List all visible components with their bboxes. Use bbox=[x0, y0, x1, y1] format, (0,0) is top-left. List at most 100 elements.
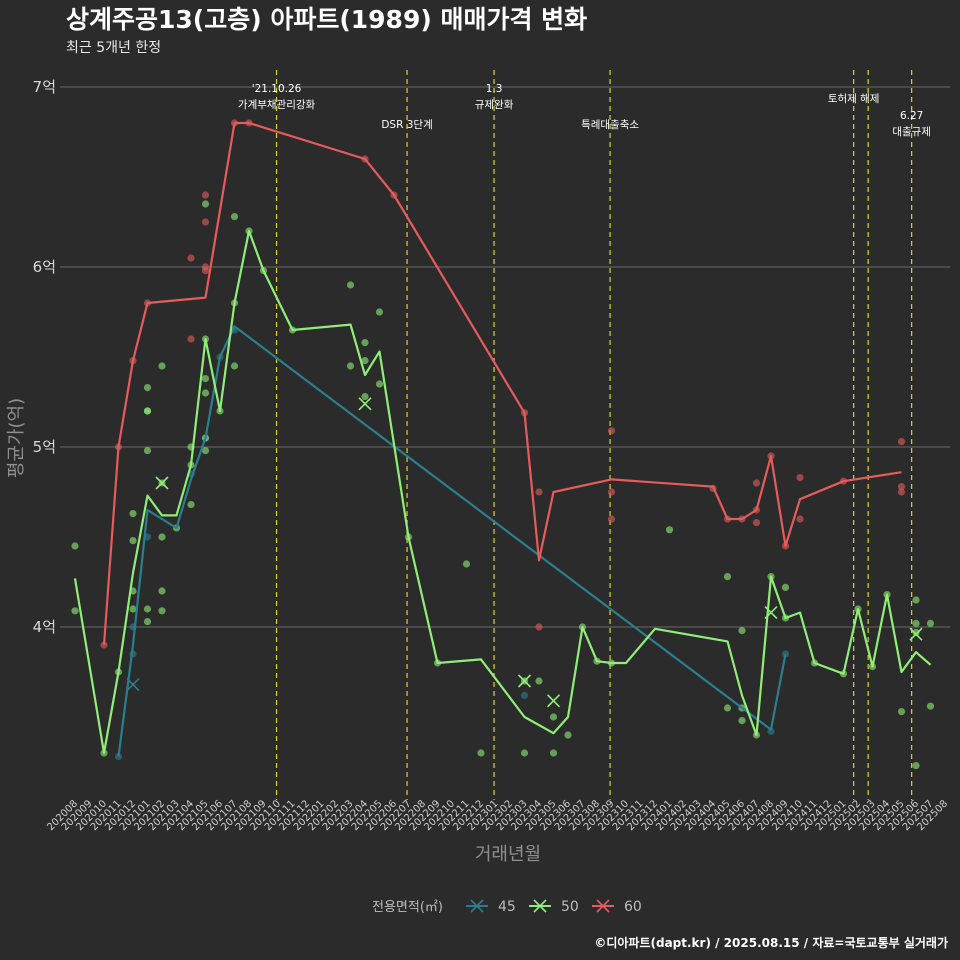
series-line-50 bbox=[73, 229, 932, 755]
legend: 전용면적(㎡) 45 50 60 bbox=[372, 899, 642, 915]
data-point bbox=[549, 713, 558, 721]
data-point bbox=[535, 488, 543, 496]
series-crosses-50 bbox=[155, 397, 923, 708]
data-point bbox=[143, 618, 152, 626]
y-tick-label: 5억 bbox=[33, 438, 56, 456]
data-point bbox=[520, 749, 529, 757]
cross-marker bbox=[517, 674, 532, 688]
data-point bbox=[361, 357, 369, 365]
event-annotation: 가계부채관리강화 bbox=[238, 99, 316, 111]
event-annotation: 대출규제 bbox=[892, 126, 931, 138]
event-annotation: 6.27 bbox=[900, 110, 923, 122]
data-point bbox=[143, 447, 152, 455]
data-point bbox=[665, 526, 674, 534]
legend-item-50: 50 bbox=[529, 899, 579, 915]
series-60 bbox=[100, 119, 906, 649]
series-crosses-45 bbox=[126, 678, 140, 692]
cross-marker bbox=[126, 678, 140, 692]
legend-item-60: 60 bbox=[592, 899, 642, 915]
event-annotation: DSR 3단계 bbox=[381, 119, 432, 131]
data-point bbox=[201, 200, 210, 208]
data-point bbox=[549, 749, 558, 757]
data-point bbox=[201, 267, 210, 275]
legend-item-45: 45 bbox=[466, 899, 516, 915]
series-line-60 bbox=[102, 121, 902, 646]
legend-label: 60 bbox=[624, 899, 642, 915]
y-axis-label: 평균가(억) bbox=[6, 398, 27, 478]
data-point bbox=[158, 362, 166, 370]
data-point bbox=[129, 605, 137, 613]
data-point bbox=[129, 537, 137, 545]
data-point bbox=[361, 339, 369, 347]
data-point bbox=[535, 677, 543, 685]
data-point bbox=[158, 607, 166, 615]
chart-caption: ©디아파트(dapt.kr) / 2025.08.15 / 자료=국토교통부 실… bbox=[594, 935, 948, 950]
data-point bbox=[897, 483, 906, 491]
data-point bbox=[912, 628, 920, 637]
data-point bbox=[201, 447, 210, 455]
data-point bbox=[158, 587, 166, 595]
cross-marker bbox=[155, 476, 169, 490]
series-line bbox=[102, 121, 902, 646]
data-point bbox=[926, 702, 935, 710]
data-point bbox=[129, 509, 137, 518]
chart-title: 상계주공13(고층) 아파트(1989) 매매가격 변화 bbox=[66, 5, 587, 34]
legend-key-cross bbox=[596, 899, 610, 913]
legend-key-cross bbox=[533, 899, 547, 913]
y-tick-label: 7억 bbox=[33, 78, 56, 96]
cross-marker bbox=[358, 397, 372, 411]
data-point bbox=[752, 479, 761, 487]
series-line-45 bbox=[117, 325, 787, 757]
event-annotation: '21.10.26 bbox=[252, 83, 302, 95]
data-point bbox=[143, 384, 152, 392]
data-point bbox=[912, 762, 920, 770]
data-point bbox=[752, 519, 761, 527]
cross-marker bbox=[909, 627, 923, 641]
data-point bbox=[201, 389, 210, 397]
legend-label: 50 bbox=[561, 899, 579, 915]
data-point bbox=[796, 474, 804, 482]
data-point bbox=[346, 281, 355, 289]
cross-marker bbox=[546, 694, 561, 708]
data-point bbox=[738, 717, 746, 725]
data-point bbox=[143, 605, 152, 613]
series-line bbox=[117, 325, 787, 757]
data-point bbox=[520, 691, 529, 700]
data-point bbox=[535, 623, 543, 631]
data-point bbox=[607, 427, 616, 435]
y-tick-label: 6억 bbox=[33, 258, 56, 276]
data-point bbox=[462, 560, 471, 568]
data-point bbox=[796, 515, 804, 523]
data-point bbox=[897, 708, 906, 716]
event-annotation: 토허제 해제 bbox=[828, 92, 880, 105]
data-point bbox=[230, 213, 239, 221]
data-point bbox=[71, 607, 79, 615]
cross-marker bbox=[764, 606, 778, 620]
data-point bbox=[201, 191, 210, 199]
data-point bbox=[375, 380, 384, 388]
event-annotation: 1.3 bbox=[486, 83, 503, 95]
data-point bbox=[897, 438, 906, 446]
data-point bbox=[912, 619, 920, 628]
data-point bbox=[361, 393, 369, 401]
x-axis-ticks: 2020082020092020102020112020122021012021… bbox=[45, 798, 950, 833]
series-line bbox=[73, 229, 932, 755]
data-point bbox=[723, 704, 732, 712]
data-point bbox=[477, 749, 485, 757]
data-point bbox=[187, 254, 195, 262]
data-point bbox=[201, 375, 210, 383]
data-point bbox=[143, 407, 152, 415]
data-point bbox=[926, 619, 935, 628]
y-axis-ticks: 4억 5억 6억 7억 bbox=[33, 78, 56, 636]
y-tick-label: 4억 bbox=[33, 618, 56, 636]
data-point bbox=[230, 362, 239, 370]
data-point bbox=[158, 533, 166, 541]
legend-title: 전용면적(㎡) bbox=[372, 900, 443, 915]
data-point bbox=[564, 731, 572, 739]
event-annotation: 특례대출축소 bbox=[581, 119, 639, 131]
legend-key-cross bbox=[470, 899, 484, 913]
data-point bbox=[912, 596, 920, 604]
